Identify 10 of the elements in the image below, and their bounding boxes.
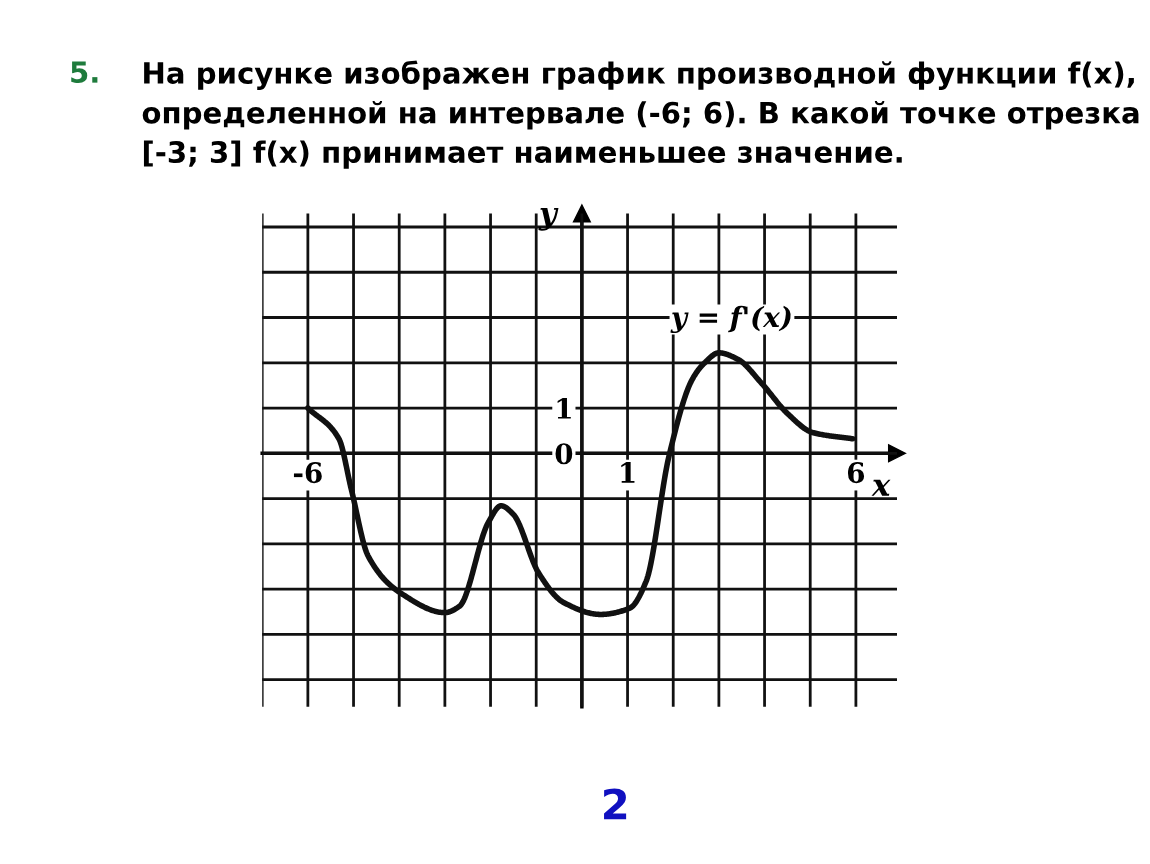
text: 2 [604,788,627,820]
y-tick-label: 0 [555,443,573,465]
x-tick-label: 6 [847,462,865,484]
y-axis-title: y [538,208,559,231]
x-tick-label: -6 [293,462,322,484]
x-tick-label: 1 [621,462,635,483]
chart-title: На рисунке изображен график производной функции f(x), определенной на интервале (-6; 6). В какой точке отрезка [-3; 3] f(x) принимает наименьшее значение. [142,60,1139,169]
x-axis-title: x [871,479,891,496]
annotation: y = f'(x) [670,305,791,334]
text: 5. [71,61,98,84]
